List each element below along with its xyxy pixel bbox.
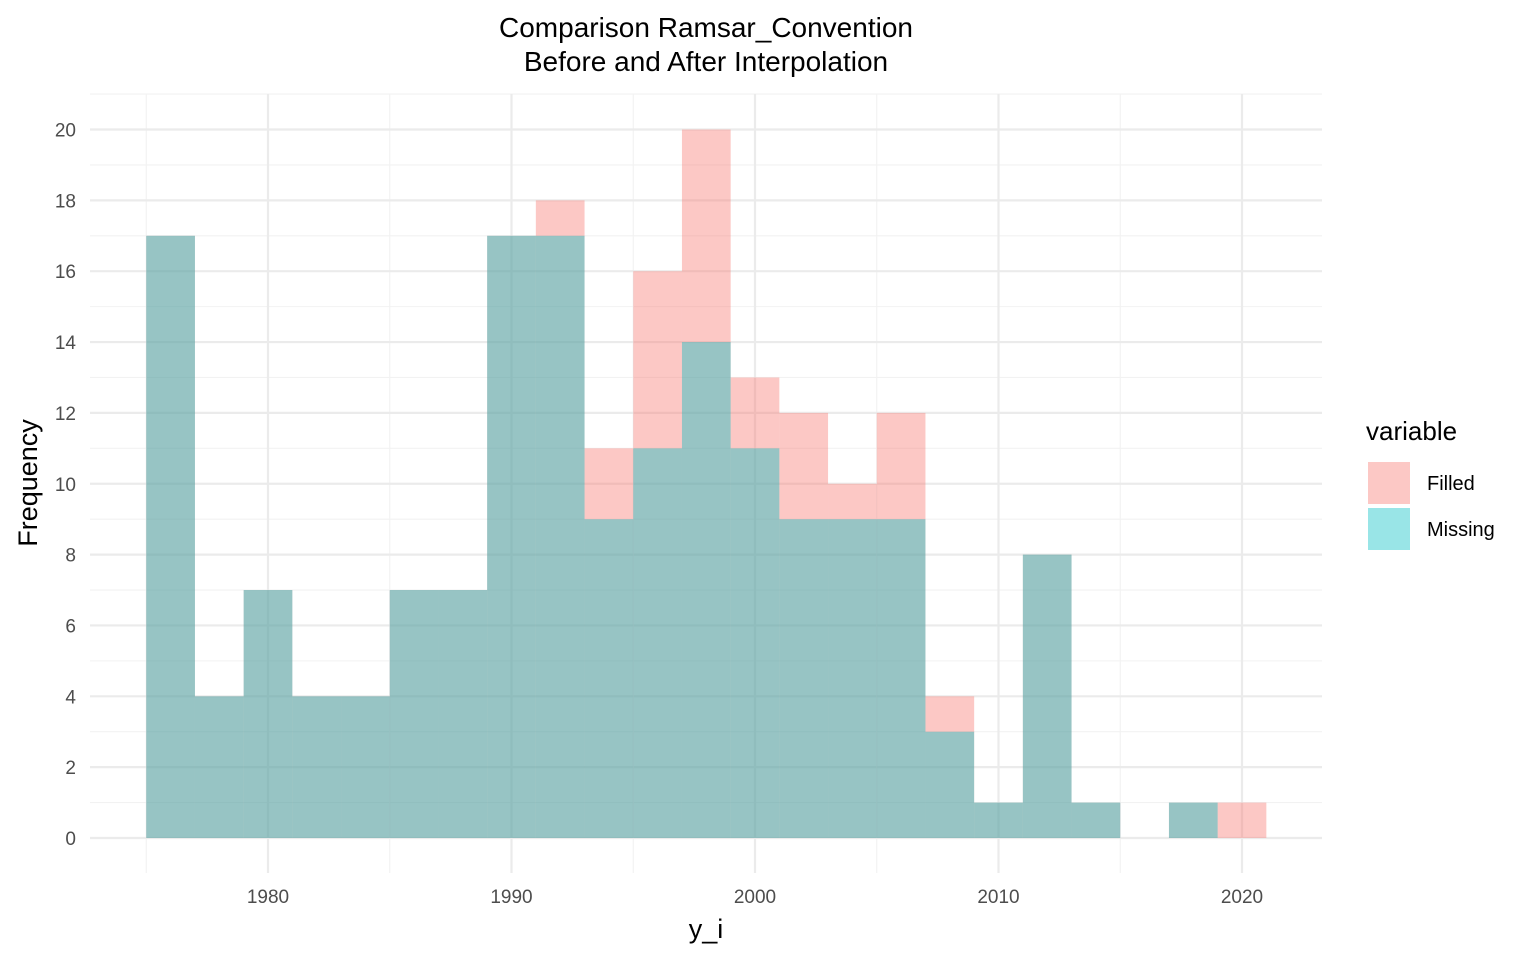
- bar-missing-1985: [389, 590, 439, 838]
- bar-missing-2011: [1022, 554, 1072, 838]
- bar-filled-1991: [535, 200, 585, 839]
- bar-missing-1995: [633, 448, 682, 838]
- y-tick-label-10: 10: [55, 475, 76, 496]
- x-tick-label-1990: 1990: [490, 887, 532, 908]
- bar-filled-1981: [292, 696, 342, 838]
- bar-filled-1989: [487, 235, 536, 838]
- bar-missing-2003: [828, 519, 877, 838]
- bar-filled-1977: [194, 696, 244, 838]
- legend-key-filled: [1368, 462, 1410, 504]
- bar-missing-2005: [876, 519, 926, 838]
- y-tick-label-14: 14: [55, 333, 77, 354]
- x-tick-label-2010: 2010: [977, 887, 1019, 908]
- bar-missing-2017: [1168, 802, 1218, 838]
- y-tick-label-0: 0: [65, 829, 76, 850]
- y-tick-label-18: 18: [55, 191, 76, 212]
- axis-layer: 1980 1990 2000 2010 2020 0 2 4 6 8 10 12 14 16 18 20: [55, 121, 1263, 909]
- bar-missing-2013: [1071, 802, 1121, 838]
- y-tick-label-12: 12: [55, 404, 76, 425]
- legend: variable Filled Missing: [1366, 416, 1495, 550]
- chart-title-line-1: Comparison Ramsar_Convention: [499, 12, 913, 43]
- y-tick-label-6: 6: [65, 616, 76, 637]
- bar-missing-2007: [925, 731, 975, 838]
- x-tick-label-2000: 2000: [734, 887, 776, 908]
- bar-missing-1999: [730, 448, 780, 838]
- legend-key-missing: [1368, 508, 1410, 550]
- bar-filled-2001: [779, 412, 829, 838]
- y-tick-label-4: 4: [65, 687, 76, 708]
- legend-title: variable: [1366, 416, 1457, 446]
- bar-filled-1995: [633, 271, 682, 838]
- bar-missing-1979: [243, 590, 293, 838]
- y-tick-label-16: 16: [55, 262, 76, 283]
- bar-filled-2019: [1217, 802, 1267, 838]
- bar-missing-1987: [438, 590, 488, 838]
- y-tick-label-20: 20: [55, 121, 76, 142]
- y-tick-label-2: 2: [65, 758, 76, 779]
- y-tick-label-8: 8: [65, 546, 76, 567]
- bar-filled-2017: [1168, 802, 1218, 838]
- bar-missing-1991: [535, 235, 585, 838]
- bar-missing-2001: [779, 519, 829, 838]
- bars-layer: [146, 129, 1267, 839]
- bar-filled-1993: [584, 448, 634, 838]
- y-axis-label: Frequency: [13, 419, 43, 547]
- bar-filled-1975: [146, 235, 195, 838]
- chart-title-line-2: Before and After Interpolation: [524, 46, 888, 77]
- bar-filled-1999: [730, 377, 780, 838]
- bar-filled-1979: [243, 590, 293, 838]
- legend-label-filled: Filled: [1427, 473, 1475, 495]
- legend-label-missing: Missing: [1427, 519, 1495, 541]
- bar-missing-1981: [292, 696, 342, 838]
- x-tick-label-2020: 2020: [1221, 887, 1263, 908]
- bar-filled-1987: [438, 590, 488, 838]
- bar-missing-1989: [487, 235, 536, 838]
- bar-filled-2011: [1022, 554, 1072, 838]
- x-tick-label-1980: 1980: [247, 887, 289, 908]
- bar-filled-2005: [876, 412, 926, 838]
- bar-filled-1985: [389, 590, 439, 838]
- bar-missing-2009: [974, 802, 1023, 838]
- x-axis-label: y_i: [689, 914, 724, 944]
- bar-filled-1983: [341, 696, 390, 838]
- bar-missing-1977: [194, 696, 244, 838]
- bar-filled-2007: [925, 696, 975, 838]
- bar-missing-1993: [584, 519, 634, 838]
- bar-missing-1975: [146, 235, 195, 838]
- grid-layer: [90, 93, 1322, 873]
- bar-filled-2003: [828, 483, 877, 838]
- bar-missing-1983: [341, 696, 390, 838]
- bar-missing-1997: [681, 342, 731, 838]
- bar-filled-2013: [1071, 802, 1121, 838]
- bar-filled-1997: [681, 129, 731, 838]
- bar-filled-2009: [974, 802, 1023, 838]
